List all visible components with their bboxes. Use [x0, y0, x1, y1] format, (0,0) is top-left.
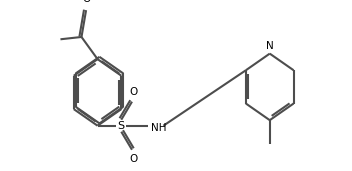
Text: NH: NH	[151, 123, 166, 133]
Text: O: O	[130, 87, 138, 97]
Text: O: O	[130, 154, 138, 164]
Text: S: S	[118, 121, 125, 131]
Text: O: O	[82, 0, 90, 4]
Text: N: N	[266, 41, 274, 51]
